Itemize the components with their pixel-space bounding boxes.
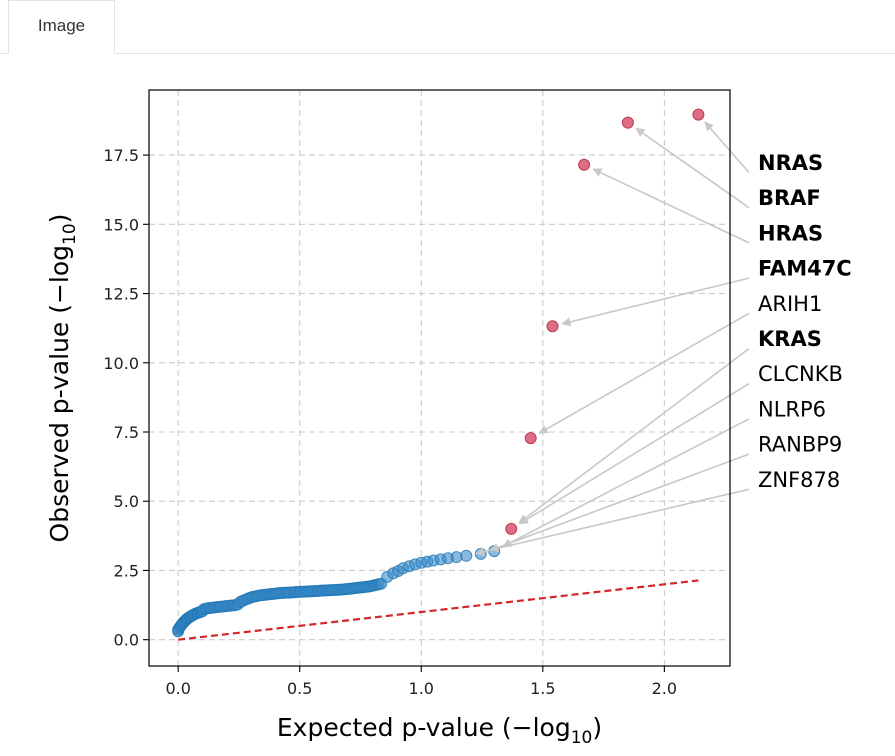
y-tick-label: 15.0 — [103, 215, 139, 234]
plot-frame — [148, 89, 731, 667]
annotation-labels: NRAS BRAF HRAS FAM47C ARIH1 KRAS CLCNKB NLRP6 RA… — [758, 151, 852, 492]
annotation-arrow — [592, 168, 750, 244]
gene-label: CLCNKB — [758, 362, 843, 386]
y-tick-label: 0.0 — [114, 631, 139, 650]
tab-bar: Image — [0, 0, 895, 54]
annotation-arrow — [489, 453, 750, 552]
gene-label: KRAS — [758, 327, 822, 351]
data-point — [450, 551, 463, 564]
reference-line-layer — [178, 579, 699, 641]
data-point — [460, 549, 473, 562]
x-tick-label: 2.0 — [652, 679, 677, 698]
y-tick-label: 12.5 — [103, 285, 139, 304]
annotation-arrow — [561, 277, 750, 327]
x-axis-label: Expected p-value (−log10) — [277, 713, 602, 748]
annotation-arrow — [518, 383, 750, 525]
y-axis-label: Observed p-value (−log10) — [45, 214, 80, 543]
highlight-point — [505, 522, 518, 535]
gene-label: BRAF — [758, 186, 821, 210]
gene-label: ZNF878 — [758, 468, 840, 492]
background-points — [172, 545, 501, 638]
qq-plot: 0.0 0.5 1.0 1.5 2.0 0.0 2.5 5.0 7.5 10.0 12.5 15.0 1… — [45, 89, 852, 748]
x-tick-label: 0.0 — [165, 679, 190, 698]
grid-lines — [149, 90, 730, 666]
gene-label: RANBP9 — [758, 433, 842, 457]
highlight-point — [692, 108, 705, 121]
gene-label: NRAS — [758, 151, 823, 175]
annotation-arrow — [538, 312, 750, 434]
y-tick-label: 2.5 — [114, 561, 139, 580]
y-tick-label: 7.5 — [114, 423, 139, 442]
highlight-point — [546, 320, 559, 333]
gene-label: HRAS — [758, 221, 823, 245]
annotation-arrow — [635, 127, 750, 209]
y-tick-label: 17.5 — [103, 146, 139, 165]
y-tick-label: 5.0 — [114, 492, 139, 511]
tab-image[interactable]: Image — [8, 0, 115, 54]
axis-ticks: 0.0 0.5 1.0 1.5 2.0 0.0 2.5 5.0 7.5 10.0 12.5 15.0 1… — [103, 146, 677, 698]
annotation-arrow — [518, 347, 750, 524]
highlight-point — [621, 116, 634, 129]
gene-label: NLRP6 — [758, 397, 826, 421]
gene-label: FAM47C — [758, 257, 852, 281]
x-tick-label: 1.0 — [409, 679, 434, 698]
gene-label: ARIH1 — [758, 292, 822, 316]
y-tick-label: 10.0 — [103, 354, 139, 373]
highlight-point — [524, 432, 537, 445]
annotation-arrow — [502, 418, 750, 548]
highlight-point — [578, 158, 591, 171]
annotation-arrows — [475, 121, 750, 557]
x-tick-label: 1.5 — [530, 679, 555, 698]
reference-line — [178, 579, 699, 641]
annotation-arrow — [704, 121, 750, 174]
annotation-arrow — [475, 488, 750, 557]
highlight-points — [505, 108, 705, 535]
x-tick-label: 0.5 — [287, 679, 312, 698]
